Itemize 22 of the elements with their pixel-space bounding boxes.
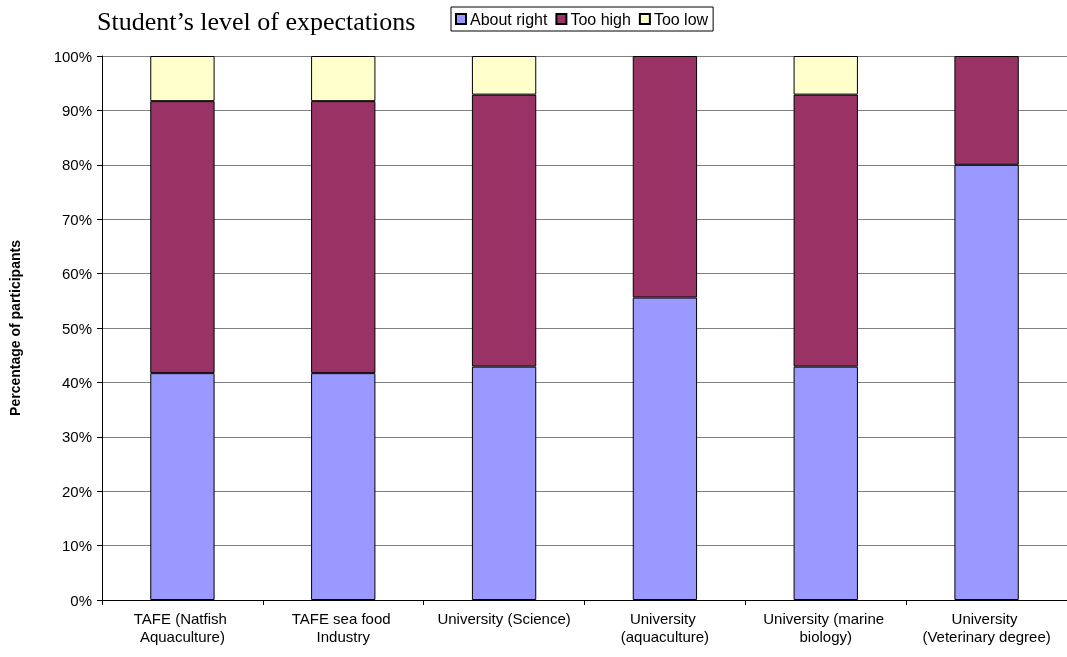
y-axis-title: Percentage of participants bbox=[7, 239, 23, 416]
legend-label: About right bbox=[470, 10, 548, 28]
y-tick-label: 90% bbox=[61, 101, 92, 119]
legend-label: Too low bbox=[653, 10, 709, 28]
y-tick-label: 30% bbox=[61, 428, 92, 446]
legend-label: Too high bbox=[570, 10, 631, 28]
x-tick-label: University (marine biology) bbox=[763, 609, 889, 645]
y-tick-label: 50% bbox=[61, 319, 92, 337]
x-tick-label: University (Science) bbox=[437, 609, 571, 627]
y-tick-label: 20% bbox=[61, 482, 92, 500]
y-tick-label: 0% bbox=[70, 591, 92, 609]
y-tick-label: 10% bbox=[61, 537, 92, 555]
y-tick-label: 70% bbox=[61, 210, 92, 228]
x-tick-label: TAFE sea food Industry bbox=[291, 609, 395, 645]
y-tick-label: 40% bbox=[61, 373, 92, 391]
chart-title: Student’s level of expectations bbox=[97, 6, 416, 36]
x-tick-label: University (aquaculture) bbox=[620, 609, 710, 645]
x-tick-label: TAFE (Natfish Aquaculture) bbox=[133, 609, 232, 645]
x-tick-label: University (Veterinary degree) bbox=[922, 609, 1051, 645]
y-tick-label: 60% bbox=[61, 265, 92, 283]
y-tick-label: 100% bbox=[53, 47, 92, 65]
y-tick-label: 80% bbox=[61, 156, 92, 174]
